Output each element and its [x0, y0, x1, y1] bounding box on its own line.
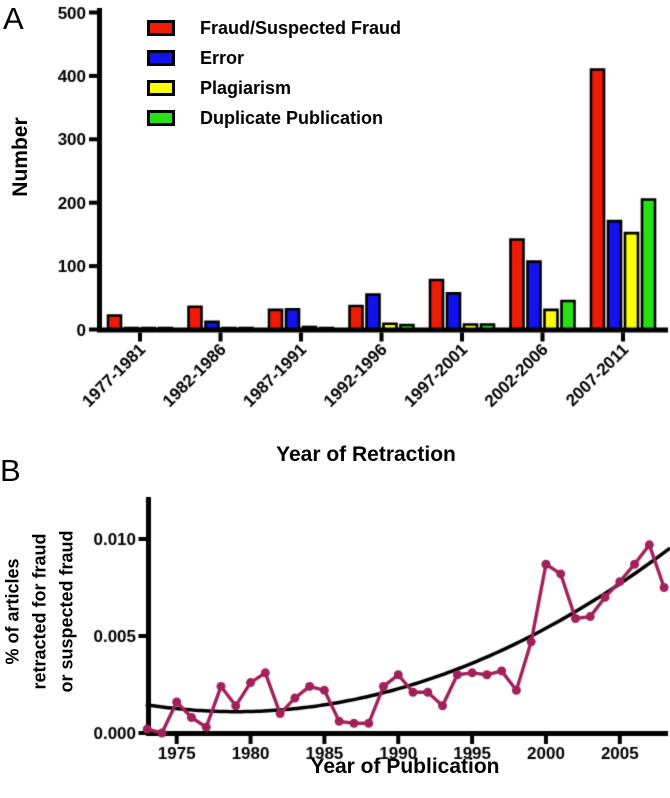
- legend: Fraud/Suspected Fraud Error Plagiarism D…: [147, 17, 402, 139]
- panel-a-y-axis-title: Number: [9, 117, 32, 197]
- panel-b-y-title-line1: % of articles: [2, 558, 23, 665]
- legend-label-error: Error: [200, 47, 245, 68]
- duplicate-color-swatch: [147, 110, 175, 126]
- panel-a-x-axis-title: Year of Retraction: [276, 443, 456, 466]
- panel-b-y-title-line2: retracted for fraud: [29, 533, 50, 690]
- panel-b-x-axis-title: Year of Publication: [310, 755, 500, 778]
- panel-a-label: A: [3, 1, 24, 36]
- legend-item-plagiarism: Plagiarism: [147, 77, 401, 98]
- panel-b-y-title-line3: or suspected fraud: [56, 530, 77, 693]
- panel-b-y-axis-title: % of articles retracted for fraud or sus…: [0, 492, 81, 732]
- legend-label-fraud: Fraud/Suspected Fraud: [200, 17, 402, 38]
- legend-item-duplicate: Duplicate Publication: [147, 107, 401, 128]
- plagiarism-color-swatch: [147, 80, 175, 96]
- legend-label-plagiarism: Plagiarism: [200, 77, 292, 98]
- panel-b-label: B: [0, 453, 21, 488]
- error-color-swatch: [147, 50, 175, 66]
- legend-label-duplicate: Duplicate Publication: [200, 107, 384, 128]
- legend-item-error: Error: [147, 47, 401, 68]
- fraud-color-swatch: [147, 20, 175, 36]
- legend-item-fraud: Fraud/Suspected Fraud: [147, 17, 402, 38]
